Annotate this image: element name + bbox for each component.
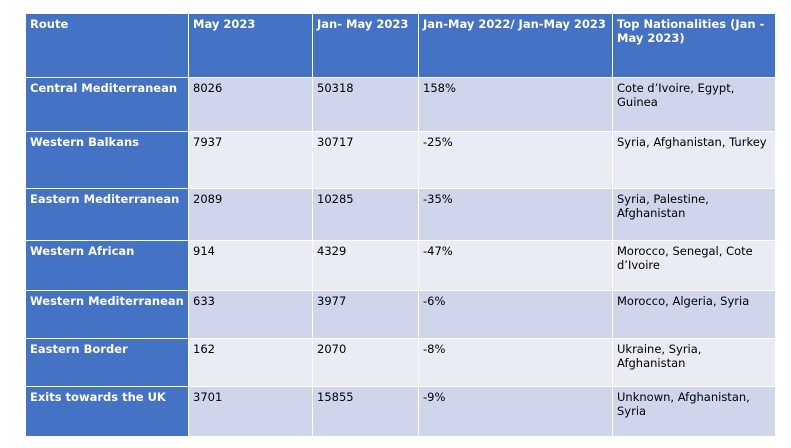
header-row: Route May 2023 Jan- May 2023 Jan-May 2022/ … — [25, 13, 776, 78]
table-row: Western Balkans 7937 30717 -25% Syria, Afgha… — [25, 131, 776, 189]
data-cell: 3977 — [312, 290, 419, 339]
data-cell: -35% — [418, 188, 613, 241]
header-cell: Top Nationalities (Jan - May 2023) — [612, 13, 776, 78]
data-cell: 633 — [188, 290, 313, 339]
header-cell: Jan- May 2023 — [312, 13, 419, 78]
header-cell: Jan-May 2022/ Jan-May 2023 — [418, 13, 613, 78]
table-row: Western African 914 4329 -47% Morocco, Seneg… — [25, 240, 776, 291]
data-cell: 30717 — [312, 131, 419, 189]
data-cell: 8026 — [188, 77, 313, 132]
table-row: Central Mediterranean 8026 50318 158% Cote d… — [25, 77, 776, 132]
table-row: Eastern Border 162 2070 -8% Ukraine, Syria, … — [25, 338, 776, 387]
data-cell: -25% — [418, 131, 613, 189]
data-cell: 15855 — [312, 386, 419, 437]
data-cell: 914 — [188, 240, 313, 291]
route-cell: Western African — [25, 240, 189, 291]
data-cell: Ukraine, Syria, Afghanistan — [612, 338, 776, 387]
data-cell: 2070 — [312, 338, 419, 387]
data-cell: -6% — [418, 290, 613, 339]
data-cell: 4329 — [312, 240, 419, 291]
table-row: Exits towards the UK 3701 15855 -9% Unknown,… — [25, 386, 776, 437]
data-cell: Syria, Palestine, Afghanistan — [612, 188, 776, 241]
table-row: Eastern Mediterranean 2089 10285 -35% Syria,… — [25, 188, 776, 241]
route-cell: Exits towards the UK — [25, 386, 189, 437]
data-cell: 158% — [418, 77, 613, 132]
route-cell: Central Mediterranean — [25, 77, 189, 132]
data-cell: 2089 — [188, 188, 313, 241]
route-cell: Eastern Mediterranean — [25, 188, 189, 241]
data-cell: Cote d’Ivoire, Egypt, Guinea — [612, 77, 776, 132]
data-cell: 50318 — [312, 77, 419, 132]
data-cell: -9% — [418, 386, 613, 437]
data-cell: Syria, Afghanistan, Turkey — [612, 131, 776, 189]
header-cell: Route — [25, 13, 189, 78]
route-cell: Western Mediterranean — [25, 290, 189, 339]
route-cell: Western Balkans — [25, 131, 189, 189]
data-cell: Morocco, Senegal, Cote d’Ivoire — [612, 240, 776, 291]
data-cell: 7937 — [188, 131, 313, 189]
data-cell: -8% — [418, 338, 613, 387]
table-row: Western Mediterranean 633 3977 -6% Morocco, … — [25, 290, 776, 339]
data-cell: 3701 — [188, 386, 313, 437]
data-cell: Morocco, Algeria, Syria — [612, 290, 776, 339]
header-cell: May 2023 — [188, 13, 313, 78]
data-cell: 162 — [188, 338, 313, 387]
data-cell: Unknown, Afghanistan, Syria — [612, 386, 776, 437]
data-cell: -47% — [418, 240, 613, 291]
data-table: Route May 2023 Jan- May 2023 Jan-May 2022/ … — [25, 13, 776, 437]
route-cell: Eastern Border — [25, 338, 189, 387]
data-cell: 10285 — [312, 188, 419, 241]
